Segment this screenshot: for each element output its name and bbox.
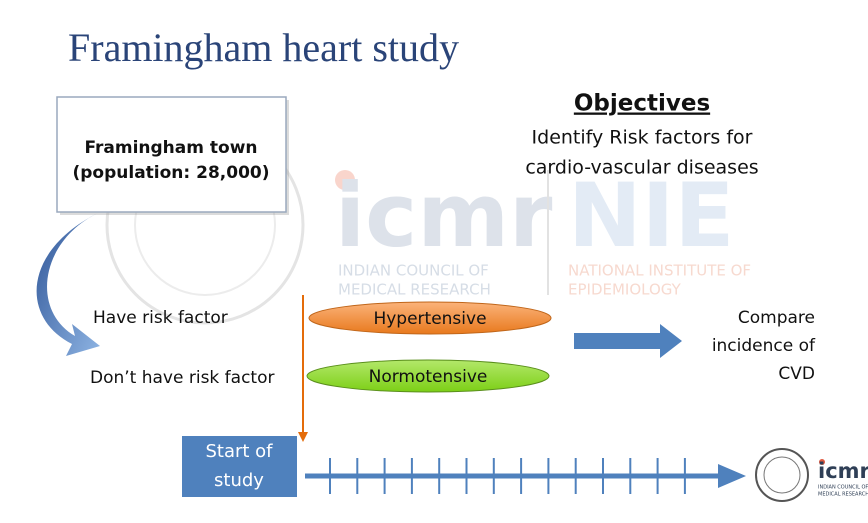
logo-seal: [763, 456, 801, 494]
box-text: Framingham town: [84, 138, 257, 158]
watermark-text: INDIAN COUNCIL OF: [338, 262, 489, 280]
group-label: Don’t have risk factor: [90, 368, 274, 388]
timeline: [305, 458, 746, 494]
objectives-text: cardio-vascular diseases: [525, 157, 758, 179]
curved-arrow: [36, 212, 100, 356]
objectives-heading: Objectives: [574, 91, 710, 117]
watermark-text: NATIONAL INSTITUTE OF: [568, 262, 751, 280]
start-text: Start of: [205, 441, 273, 462]
watermark-nie: NIE: [568, 164, 735, 267]
town-box: [56, 96, 287, 213]
watermark-text: EPIDEMIOLOGY: [568, 281, 682, 299]
logo-name: icmr: [818, 459, 868, 483]
outcome-text: incidence of: [712, 336, 816, 356]
tag-ellipse: [308, 301, 552, 335]
watermark-text: MEDICAL RESEARCH: [338, 281, 491, 299]
group-label: Have risk factor: [93, 308, 228, 328]
block-arrow: [574, 324, 682, 358]
start-text: study: [214, 470, 264, 491]
watermark-dot: [335, 170, 355, 190]
tag-ellipse: [306, 359, 550, 393]
outcome-text: Compare: [738, 308, 815, 328]
orange-arrowhead: [298, 432, 308, 442]
tag-text: Normotensive: [369, 367, 488, 387]
start-box: [182, 436, 297, 497]
watermark: icmr NIE INDIAN COUNCIL OF MEDICAL RESEA…: [105, 125, 751, 325]
watermark-icmr: icmr: [335, 164, 553, 267]
tag-text: Hypertensive: [373, 309, 486, 329]
timeline-arrowhead: [718, 464, 746, 488]
logo-dot: [819, 459, 825, 465]
box-text: (population: 28,000): [72, 163, 269, 183]
logo-sub: MEDICAL RESEARCH: [818, 492, 868, 498]
slide-title: Framingham heart study: [68, 25, 459, 70]
objectives-text: Identify Risk factors for: [532, 127, 753, 149]
outcome-text: CVD: [778, 364, 815, 384]
logo-sub: INDIAN COUNCIL OF: [818, 485, 868, 491]
